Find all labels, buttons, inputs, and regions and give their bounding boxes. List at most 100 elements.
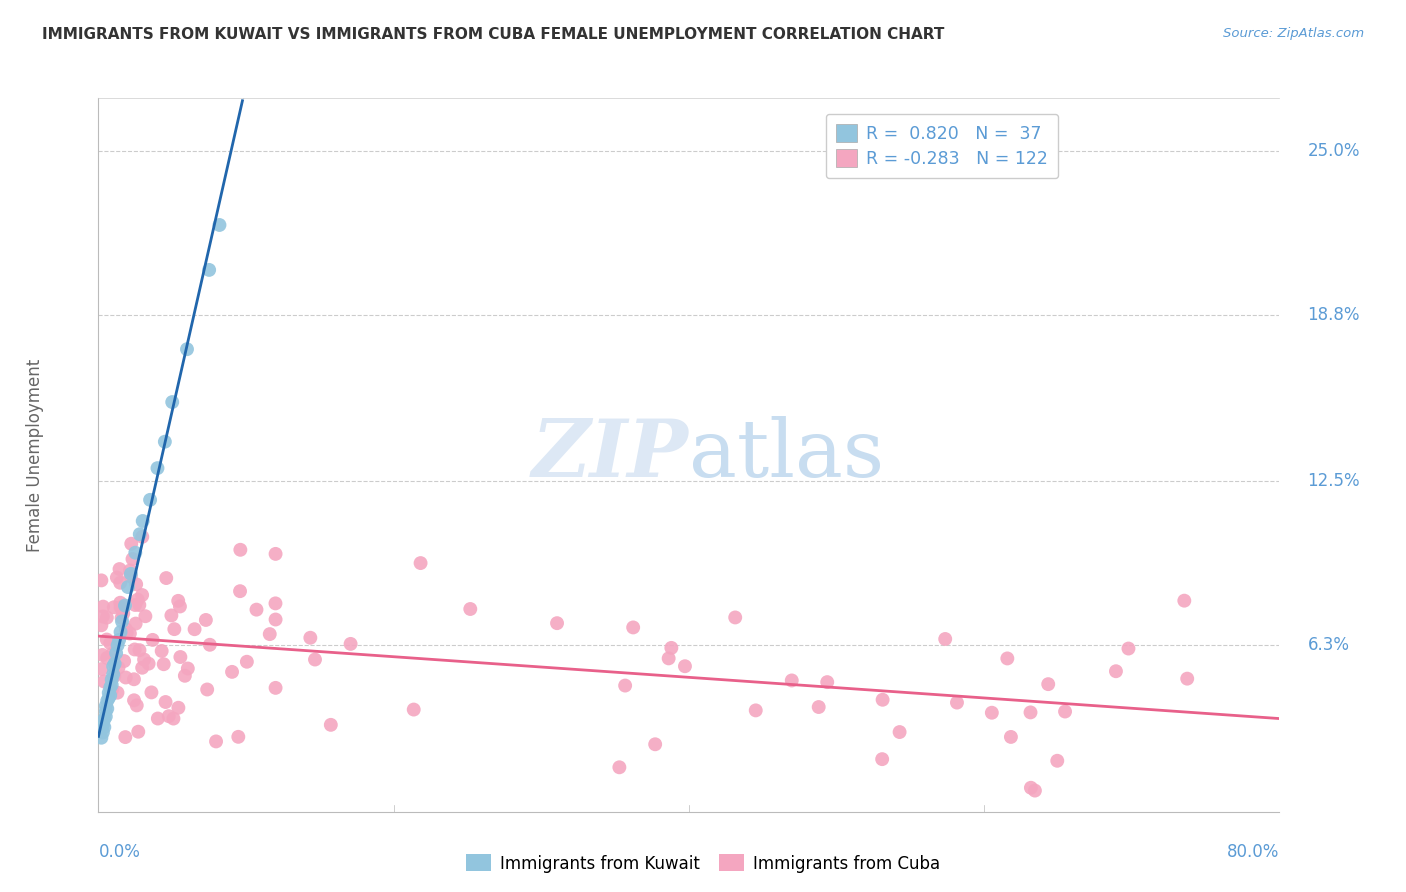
Point: [870, 752, 893, 766]
Point: [96, 632, 118, 647]
Point: [103, 667, 125, 681]
Point: [111, 615, 134, 629]
Point: [146, 712, 169, 726]
Point: [146, 461, 169, 475]
Point: [319, 718, 342, 732]
Text: IMMIGRANTS FROM KUWAIT VS IMMIGRANTS FROM CUBA FEMALE UNEMPLOYMENT CORRELATION C: IMMIGRANTS FROM KUWAIT VS IMMIGRANTS FRO…: [42, 27, 945, 42]
Point: [614, 679, 637, 693]
Point: [259, 627, 281, 641]
Point: [115, 623, 138, 637]
Point: [91, 725, 114, 739]
Point: [124, 616, 146, 631]
Point: [458, 602, 481, 616]
Point: [105, 646, 128, 660]
Point: [93, 674, 115, 689]
Text: 0.0%: 0.0%: [98, 843, 141, 861]
Point: [108, 632, 131, 647]
Point: [120, 569, 142, 583]
Point: [128, 527, 150, 541]
Point: [115, 625, 138, 640]
Point: [94, 704, 117, 718]
Point: [90, 662, 112, 676]
Point: [122, 693, 145, 707]
Point: [110, 625, 132, 640]
Point: [100, 673, 122, 687]
Point: [264, 596, 287, 610]
Point: [872, 692, 894, 706]
Point: [780, 673, 803, 688]
Point: [155, 571, 177, 585]
Point: [160, 608, 183, 623]
Point: [150, 644, 173, 658]
Legend: R =  0.820   N =  37, R = -0.283   N = 122: R = 0.820 N = 37, R = -0.283 N = 122: [825, 114, 1059, 178]
Point: [104, 657, 127, 671]
Point: [194, 613, 217, 627]
Point: [96, 651, 118, 665]
Text: 80.0%: 80.0%: [1227, 843, 1279, 861]
Point: [934, 632, 956, 646]
Point: [946, 696, 969, 710]
Point: [183, 622, 205, 636]
Point: [264, 681, 287, 695]
Point: [163, 622, 186, 636]
Point: [93, 720, 115, 734]
Text: 12.5%: 12.5%: [1308, 473, 1360, 491]
Point: [98, 636, 121, 650]
Point: [264, 613, 287, 627]
Point: [107, 661, 129, 675]
Point: [402, 702, 425, 716]
Point: [1046, 754, 1069, 768]
Point: [236, 655, 259, 669]
Point: [91, 609, 114, 624]
Point: [107, 638, 129, 652]
Text: 6.3%: 6.3%: [1308, 636, 1350, 654]
Point: [110, 611, 132, 625]
Point: [131, 588, 153, 602]
Point: [114, 730, 136, 744]
Point: [205, 734, 228, 748]
Point: [124, 598, 146, 612]
Point: [546, 616, 568, 631]
Point: [120, 537, 142, 551]
Point: [112, 654, 135, 668]
Point: [1175, 672, 1198, 686]
Point: [117, 580, 139, 594]
Point: [124, 546, 146, 560]
Point: [621, 620, 644, 634]
Text: Source: ZipAtlas.com: Source: ZipAtlas.com: [1223, 27, 1364, 40]
Point: [131, 661, 153, 675]
Point: [90, 731, 112, 745]
Point: [91, 599, 114, 614]
Point: [162, 395, 183, 409]
Point: [724, 610, 747, 624]
Point: [195, 682, 218, 697]
Point: [673, 659, 696, 673]
Point: [94, 709, 117, 723]
Point: [125, 698, 148, 713]
Point: [120, 566, 142, 581]
Point: [96, 694, 118, 708]
Point: [114, 599, 136, 613]
Point: [1000, 730, 1022, 744]
Point: [229, 542, 252, 557]
Point: [153, 434, 176, 449]
Point: [101, 647, 124, 661]
Point: [1105, 664, 1128, 678]
Point: [110, 575, 132, 590]
Point: [208, 218, 231, 232]
Point: [177, 661, 200, 675]
Text: 25.0%: 25.0%: [1308, 142, 1360, 160]
Point: [97, 691, 120, 706]
Point: [169, 599, 191, 614]
Point: [91, 648, 114, 662]
Point: [339, 637, 361, 651]
Point: [100, 678, 122, 692]
Point: [807, 700, 830, 714]
Point: [139, 492, 162, 507]
Point: [91, 717, 114, 731]
Point: [93, 712, 115, 726]
Point: [1118, 641, 1140, 656]
Point: [112, 607, 135, 621]
Point: [96, 701, 118, 715]
Point: [659, 640, 682, 655]
